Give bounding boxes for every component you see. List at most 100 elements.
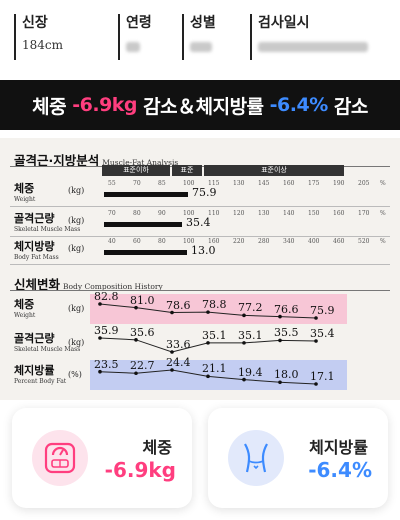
mf-tick: 80 bbox=[133, 210, 141, 217]
banner-text-1: 체중 bbox=[32, 95, 73, 118]
history-point bbox=[242, 341, 246, 345]
history-point bbox=[98, 302, 102, 306]
banner-text-3: 감소 bbox=[327, 95, 368, 118]
mf-bar bbox=[104, 192, 188, 197]
mf-tick: 100 bbox=[183, 180, 195, 187]
banner-fat-change: -6.4% bbox=[269, 94, 329, 116]
mf-bar-value: 75.9 bbox=[192, 186, 217, 199]
gender-value-blurred bbox=[190, 42, 212, 52]
divider bbox=[10, 290, 390, 291]
history-highlight-band bbox=[90, 294, 347, 324]
history-row-label: 골격근량 Skeletal Muscle Mass bbox=[14, 330, 96, 353]
history-row-label: 체중 Weight bbox=[14, 296, 96, 319]
history-value: 35.1 bbox=[202, 328, 227, 342]
history-value: 24.4 bbox=[166, 356, 191, 369]
mf-tick-percent: % bbox=[380, 210, 386, 217]
mf-tick: 110 bbox=[208, 210, 220, 217]
mf-tick: 170 bbox=[358, 210, 370, 217]
row-divider bbox=[10, 236, 390, 237]
mf-tick: 150 bbox=[308, 210, 320, 217]
history-value: 23.5 bbox=[94, 357, 119, 371]
history-value: 35.9 bbox=[94, 324, 119, 337]
history-point bbox=[98, 336, 102, 340]
patient-info-header: 신장 184cm 연령 성별 검사일시 bbox=[0, 0, 400, 72]
mf-tick: 175 bbox=[308, 180, 320, 187]
history-row-label: 체지방률 Percent Body Fat bbox=[14, 362, 96, 385]
age-field: 연령 bbox=[118, 14, 152, 60]
history-row-name: 체지방률 bbox=[14, 364, 55, 377]
history-point bbox=[206, 341, 210, 345]
height-label: 신장 bbox=[22, 15, 48, 31]
history-row-name-en: Percent Body Fat bbox=[14, 378, 67, 385]
history-value: 35.4 bbox=[310, 327, 335, 341]
history-point bbox=[278, 338, 282, 343]
history-point bbox=[242, 377, 246, 382]
mf-tick: 80 bbox=[158, 238, 166, 245]
mf-tick: 100 bbox=[183, 210, 195, 217]
mf-row-name: 체지방량 bbox=[14, 240, 55, 253]
history-row-name: 체중 bbox=[14, 298, 35, 311]
body-fat-card-title: 체지방률 bbox=[309, 438, 368, 457]
history-value: 18.0 bbox=[274, 368, 299, 382]
mf-row-label: 체중 Weight bbox=[14, 180, 96, 203]
age-value-blurred bbox=[126, 42, 140, 52]
gender-label: 성별 bbox=[190, 15, 216, 31]
mf-tick: 460 bbox=[333, 238, 345, 245]
mf-tick: 120 bbox=[233, 210, 245, 217]
history-row-name-en: Weight bbox=[14, 312, 36, 319]
date-label: 검사일시 bbox=[258, 15, 310, 31]
body-fat-card: 체지방률 -6.4% bbox=[208, 408, 388, 508]
mf-row-name: 체중 bbox=[14, 182, 35, 195]
history-value: 35.5 bbox=[274, 326, 299, 340]
history-value: 21.1 bbox=[202, 362, 227, 376]
mf-row-label: 체지방량 Body Fat Mass bbox=[14, 238, 96, 261]
history-point bbox=[314, 316, 318, 320]
history-row-name-en: Skeletal Muscle Mass bbox=[14, 346, 81, 353]
history-point bbox=[206, 310, 210, 314]
weight-card-title: 체중 bbox=[142, 438, 172, 457]
date-value-blurred bbox=[258, 42, 368, 52]
history-value: 78.8 bbox=[202, 298, 227, 312]
history-value: 35.6 bbox=[130, 325, 155, 339]
history-row-unit: (kg) bbox=[68, 304, 85, 313]
mf-tick: 130 bbox=[258, 210, 270, 217]
date-field: 검사일시 bbox=[250, 14, 368, 60]
history-value: 76.6 bbox=[274, 302, 299, 316]
history-point bbox=[278, 314, 282, 319]
banner-text-2: 감소＆체지방률 bbox=[137, 95, 270, 118]
mf-tick: 145 bbox=[258, 180, 270, 187]
history-point bbox=[170, 310, 174, 315]
gender-field: 성별 bbox=[182, 14, 216, 60]
history-point bbox=[134, 305, 138, 310]
history-point bbox=[314, 382, 318, 386]
weight-card-value: -6.9kg bbox=[104, 458, 176, 482]
header-above-standard: 표준이상 bbox=[204, 165, 344, 176]
mf-tick: 400 bbox=[308, 238, 320, 245]
mf-bar-value: 13.0 bbox=[191, 244, 216, 257]
mf-tick: 520 bbox=[358, 238, 370, 245]
mf-tick: 280 bbox=[258, 238, 270, 245]
history-point bbox=[206, 374, 210, 379]
mf-tick: 160 bbox=[333, 210, 345, 217]
header-standard: 표준 bbox=[172, 165, 202, 176]
history-trend-line bbox=[98, 336, 318, 354]
mf-tick-percent: % bbox=[380, 180, 386, 187]
history-highlight-band bbox=[90, 360, 347, 390]
history-value: 19.4 bbox=[238, 365, 263, 379]
history-point bbox=[98, 369, 102, 374]
mf-row-unit: (kg) bbox=[68, 186, 85, 195]
history-row-name: 골격근량 bbox=[14, 332, 55, 345]
history-value: 77.2 bbox=[238, 301, 263, 315]
history-value: 22.7 bbox=[130, 359, 155, 373]
history-value: 78.6 bbox=[166, 298, 191, 312]
mf-tick: 90 bbox=[158, 210, 166, 217]
body-fat-card-value: -6.4% bbox=[308, 458, 372, 482]
height-value: 184cm bbox=[22, 38, 64, 52]
mf-tick: 160 bbox=[208, 238, 220, 245]
mf-bar-value: 35.4 bbox=[186, 216, 211, 229]
history-row-unit: (kg) bbox=[68, 338, 85, 347]
history-point bbox=[314, 339, 318, 343]
mf-row-name-en: Weight bbox=[14, 196, 36, 203]
mf-tick: 40 bbox=[108, 238, 116, 245]
history-point bbox=[278, 380, 282, 385]
